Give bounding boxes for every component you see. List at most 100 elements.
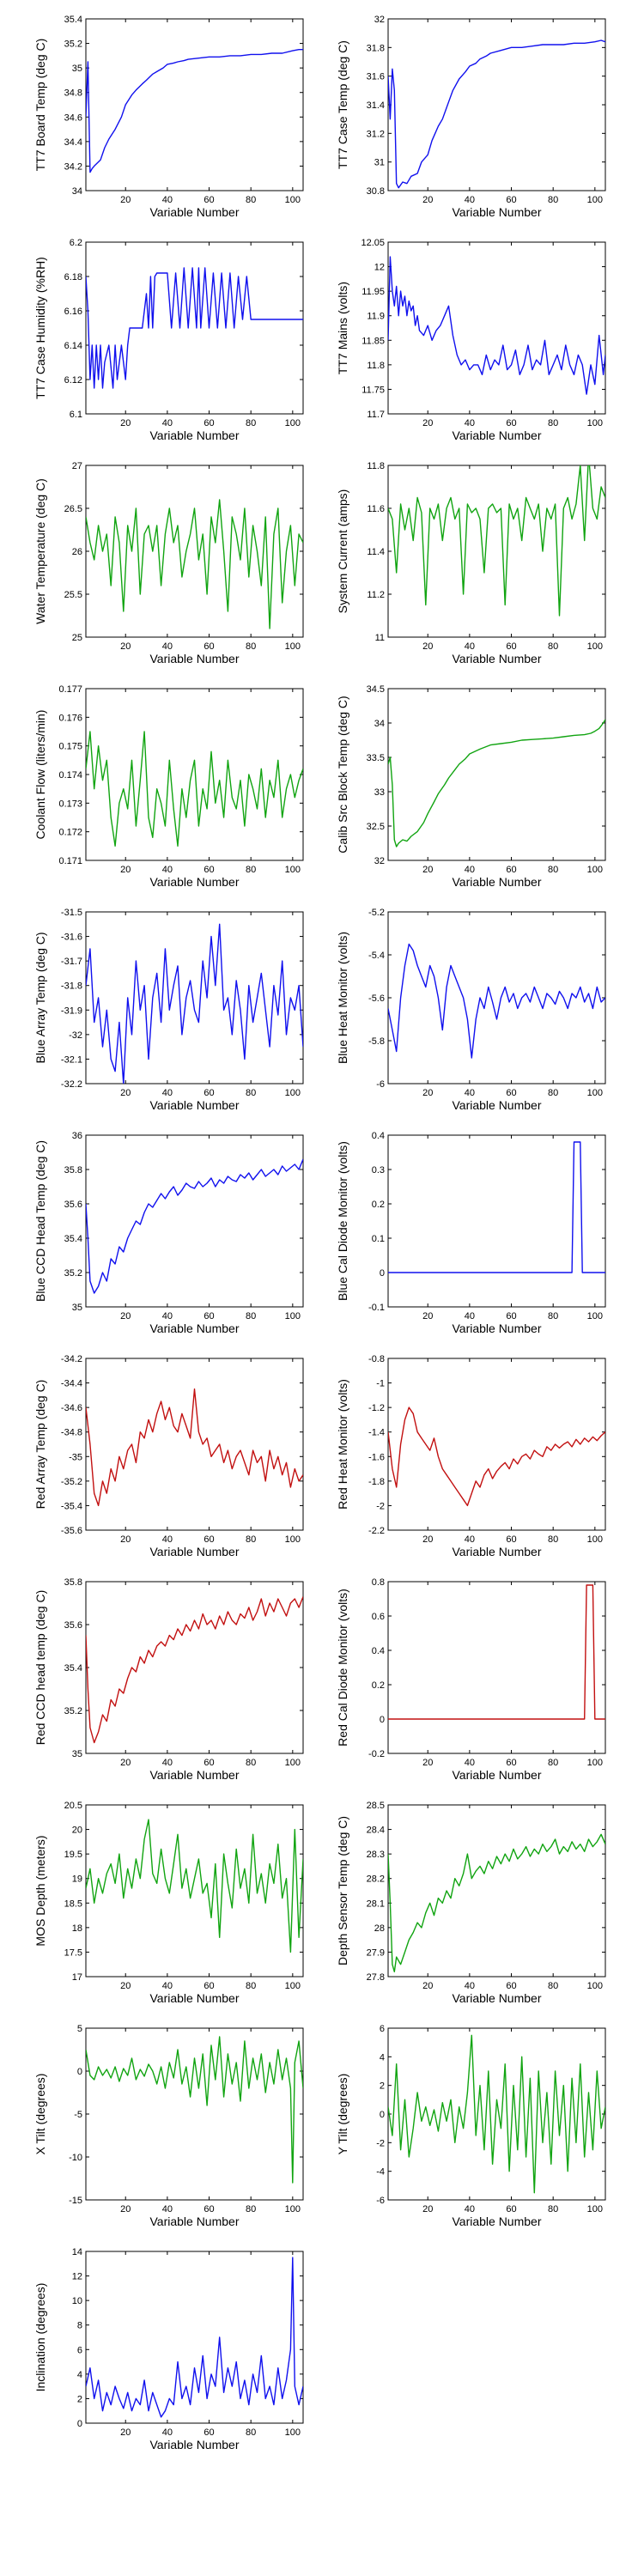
series-line bbox=[388, 943, 605, 1059]
x-tick-label: 20 bbox=[422, 641, 433, 652]
y-tick-label: 35.8 bbox=[64, 1577, 82, 1588]
x-tick-label: 100 bbox=[285, 1088, 301, 1098]
x-tick-label: 100 bbox=[587, 2204, 603, 2215]
y-tick-label: -5.6 bbox=[368, 993, 385, 1004]
y-tick-label: 31.2 bbox=[367, 129, 385, 139]
y-tick-label: 6.14 bbox=[64, 341, 82, 351]
x-tick-label: 20 bbox=[120, 1311, 131, 1321]
x-tick-label: 100 bbox=[285, 865, 301, 875]
y-tick-label: -34.6 bbox=[61, 1403, 82, 1413]
x-tick-label: 20 bbox=[120, 418, 131, 428]
y-tick-label: 11.4 bbox=[367, 547, 385, 557]
y-tick-label: -4 bbox=[376, 2167, 385, 2178]
y-tick-label: 35 bbox=[72, 1303, 82, 1313]
y-tick-label: 35.4 bbox=[64, 15, 82, 25]
y-tick-label: 4 bbox=[77, 2370, 82, 2380]
y-tick-label: 31.8 bbox=[367, 43, 385, 53]
x-axis-label: Variable Number bbox=[149, 1321, 239, 1335]
y-axis-label: Coolant Flow (liters/min) bbox=[33, 710, 47, 840]
x-tick-label: 40 bbox=[465, 418, 475, 428]
x-tick-label: 80 bbox=[548, 865, 558, 875]
x-tick-label: 60 bbox=[204, 1088, 214, 1098]
x-tick-label: 40 bbox=[162, 1088, 173, 1098]
y-axis-label: TT7 Mains (volts) bbox=[336, 282, 349, 374]
y-tick-label: 27 bbox=[72, 461, 82, 471]
x-tick-label: 20 bbox=[422, 1088, 433, 1098]
plot-frame bbox=[387, 1134, 606, 1308]
y-tick-label: 0.1 bbox=[372, 1234, 385, 1244]
x-tick-label: 40 bbox=[465, 2204, 475, 2215]
x-axis-label: Variable Number bbox=[149, 652, 239, 665]
y-tick-label: 28.4 bbox=[367, 1826, 385, 1836]
x-tick-label: 100 bbox=[587, 1088, 603, 1098]
plot-frame bbox=[85, 1581, 304, 1754]
x-tick-label: 80 bbox=[548, 195, 558, 205]
y-tick-label: -34.4 bbox=[61, 1379, 82, 1389]
y-tick-label: 28.2 bbox=[367, 1874, 385, 1885]
y-tick-label: 12 bbox=[72, 2272, 82, 2282]
x-tick-label: 100 bbox=[285, 195, 301, 205]
x-tick-label: 40 bbox=[162, 1534, 173, 1545]
y-tick-label: 0 bbox=[380, 1268, 385, 1279]
x-tick-label: 60 bbox=[506, 418, 516, 428]
y-tick-label: -35.4 bbox=[61, 1501, 82, 1511]
y-tick-label: 11.95 bbox=[361, 287, 385, 297]
y-tick-label: 35.2 bbox=[64, 1268, 82, 1279]
x-tick-label: 80 bbox=[548, 1981, 558, 1991]
y-tick-label: 33 bbox=[374, 787, 385, 798]
x-axis-label: Variable Number bbox=[149, 1768, 239, 1782]
y-tick-label: 6 bbox=[380, 2024, 385, 2034]
y-tick-label: 11.9 bbox=[367, 312, 385, 322]
x-tick-label: 80 bbox=[246, 1981, 256, 1991]
x-axis-label: Variable Number bbox=[452, 1321, 541, 1335]
x-tick-label: 20 bbox=[120, 195, 131, 205]
y-tick-label: -1.4 bbox=[368, 1428, 385, 1438]
panel-tt7-case-humidity: 6.1 6.12 6.14 6.16 6.18 6.2 20 40 60 80 100 Variabl… bbox=[33, 238, 304, 442]
panel-red-array-temp: -35.6 -35.4 -35.2 -35 -34.8 -34.6 -34.4 -34.2 20… bbox=[33, 1354, 304, 1558]
x-tick-label: 80 bbox=[246, 195, 256, 205]
panel-blue-heat-monitor: -6 -5.8 -5.6 -5.4 -5.2 20 40 60 80 100 Variable Nu… bbox=[336, 908, 606, 1112]
y-tick-label: 0.4 bbox=[372, 1646, 385, 1656]
y-tick-label: 0 bbox=[77, 2419, 82, 2429]
series-line bbox=[388, 39, 605, 189]
x-tick-label: 60 bbox=[204, 418, 214, 428]
y-tick-label: -31.5 bbox=[61, 908, 82, 918]
x-axis-label: Variable Number bbox=[452, 1098, 541, 1112]
x-tick-label: 20 bbox=[120, 1758, 131, 1768]
plot-frame bbox=[387, 1581, 606, 1754]
y-tick-label: 2 bbox=[380, 2081, 385, 2092]
x-axis-label: Variable Number bbox=[149, 2438, 239, 2451]
series-line bbox=[86, 1388, 303, 1507]
y-tick-label: 17.5 bbox=[64, 1947, 82, 1958]
y-tick-label: -1.6 bbox=[368, 1452, 385, 1462]
panel-blue-cal-diode-monitor: -0.1 0 0.1 0.2 0.3 0.4 20 40 60 80 100 Variable Num… bbox=[336, 1131, 606, 1335]
y-tick-label: 11.2 bbox=[367, 590, 385, 600]
y-tick-label: 20 bbox=[72, 1826, 82, 1836]
y-axis-label: Blue Heat Monitor (volts) bbox=[336, 932, 349, 1064]
panel-red-ccd-head-temp: 35 35.2 35.4 35.6 35.8 20 40 60 80 100 Variable Nu… bbox=[33, 1577, 304, 1782]
x-tick-label: 60 bbox=[204, 865, 214, 875]
series-line bbox=[388, 719, 605, 848]
series-line bbox=[86, 923, 303, 1084]
x-tick-label: 40 bbox=[465, 195, 475, 205]
panel-mos-depth: 17 17.5 18 18.5 19 19.5 20 20.5 20 40 60 80 100 Varia… bbox=[33, 1801, 304, 2005]
y-tick-label: 10 bbox=[72, 2296, 82, 2306]
y-tick-label: 0.173 bbox=[58, 799, 82, 809]
y-tick-label: 11.75 bbox=[361, 385, 385, 395]
x-tick-label: 20 bbox=[120, 1088, 131, 1098]
y-tick-label: -2 bbox=[376, 2138, 385, 2148]
x-tick-label: 40 bbox=[162, 1981, 173, 1991]
x-tick-label: 100 bbox=[587, 641, 603, 652]
y-axis-label: Red Heat Monitor (volts) bbox=[336, 1379, 349, 1510]
plot-frame bbox=[85, 688, 304, 861]
y-tick-label: 35.8 bbox=[64, 1165, 82, 1176]
y-tick-label: 33.5 bbox=[367, 753, 385, 763]
x-tick-label: 80 bbox=[246, 2204, 256, 2215]
y-tick-label: -31.6 bbox=[61, 933, 82, 943]
x-tick-label: 60 bbox=[506, 1981, 516, 1991]
plot-frame bbox=[387, 241, 606, 415]
x-tick-label: 20 bbox=[422, 1758, 433, 1768]
panel-tt7-case-temp: 30.8 31 31.2 31.4 31.6 31.8 32 20 40 60 80 100 Varia… bbox=[336, 15, 606, 219]
y-tick-label: 27.9 bbox=[367, 1947, 385, 1958]
x-tick-label: 60 bbox=[506, 865, 516, 875]
